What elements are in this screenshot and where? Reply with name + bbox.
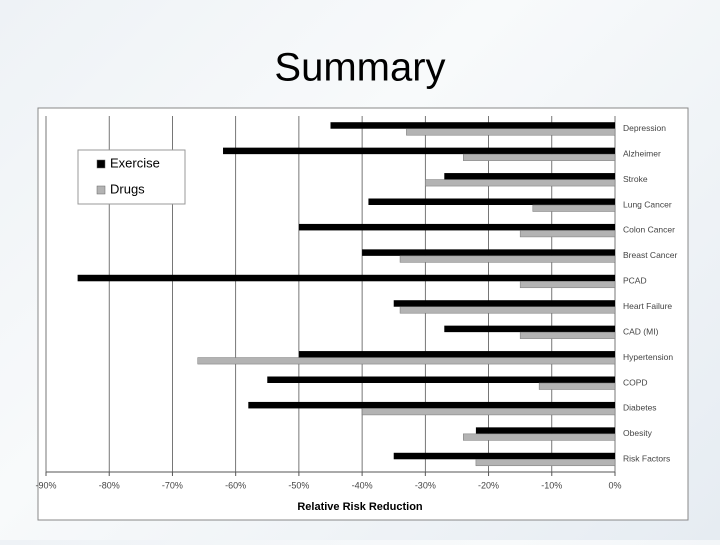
y-tick-label: COPD: [623, 377, 648, 387]
bar: [267, 376, 615, 383]
y-tick-label: PCAD: [623, 276, 647, 286]
x-tick-label: -70%: [162, 480, 183, 490]
y-tick-label: Depression: [623, 123, 666, 133]
bar: [463, 153, 616, 161]
bar: [444, 173, 615, 180]
bar: [399, 255, 616, 263]
bar: [519, 281, 616, 289]
legend-box: [77, 149, 186, 205]
bar: [406, 128, 616, 136]
bar: [330, 122, 615, 129]
bar: [197, 357, 616, 365]
y-tick-label: Risk Factors: [623, 454, 670, 464]
chart-title: Summary: [274, 46, 445, 90]
bar: [223, 147, 615, 155]
legend-swatch: [96, 185, 106, 195]
bar: [298, 351, 615, 358]
bar: [475, 459, 616, 467]
x-tick-label: -50%: [288, 480, 309, 490]
x-tick-label: 0%: [608, 480, 621, 490]
y-tick-label: Obesity: [623, 428, 653, 438]
y-tick-label: Stroke: [623, 174, 648, 184]
x-tick-label: -40%: [352, 480, 373, 490]
y-tick-label: Heart Failure: [623, 301, 672, 311]
y-tick-label: Lung Cancer: [623, 199, 672, 209]
x-tick-label: -30%: [415, 480, 436, 490]
y-tick-label: CAD (MI): [623, 326, 659, 336]
bar: [444, 325, 615, 333]
x-tick-label: -60%: [225, 480, 246, 490]
x-tick-label: -20%: [478, 480, 499, 490]
bar: [361, 408, 616, 416]
bar: [538, 382, 616, 390]
y-tick-label: Diabetes: [623, 403, 657, 413]
bar: [399, 306, 616, 314]
y-tick-label: Breast Cancer: [623, 250, 677, 260]
bar: [519, 331, 616, 339]
legend-label: Drugs: [110, 181, 145, 196]
legend-swatch: [96, 159, 106, 169]
bar: [475, 427, 615, 434]
x-tick-label: -90%: [35, 480, 56, 490]
bar: [425, 179, 616, 187]
bar: [519, 230, 616, 238]
bar: [368, 198, 615, 205]
x-axis-label: Relative Risk Reduction: [297, 501, 423, 513]
bar: [393, 452, 615, 460]
y-tick-label: Alzheimer: [623, 148, 661, 158]
bar: [393, 300, 615, 307]
bar: [298, 223, 615, 231]
bar: [77, 274, 616, 282]
bar: [463, 433, 616, 441]
bar: [248, 401, 616, 409]
x-tick-label: -80%: [99, 480, 120, 490]
legend-label: Exercise: [110, 155, 160, 170]
bar: [532, 204, 616, 212]
y-tick-label: Colon Cancer: [623, 225, 675, 235]
y-tick-label: Hypertension: [623, 352, 673, 362]
bar: [362, 249, 615, 256]
x-tick-label: -10%: [541, 480, 562, 490]
